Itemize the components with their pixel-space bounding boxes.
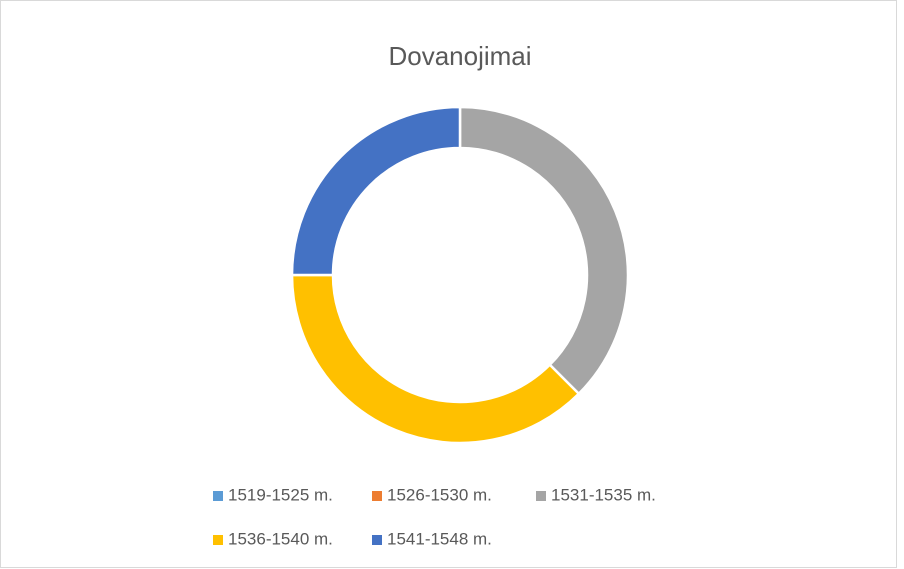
legend-label: 1531-1535 m. [551, 485, 656, 504]
legend-swatch [536, 491, 546, 501]
donut-slice [290, 105, 462, 277]
chart-title: Dovanojimai [388, 41, 531, 71]
legend-swatch [372, 491, 382, 501]
legend-label: 1541-1548 m. [387, 529, 492, 548]
legend-swatch [213, 491, 223, 501]
donut-slice [458, 105, 630, 396]
legend-swatch [213, 535, 223, 545]
legend-swatch [372, 535, 382, 545]
donut-slice [290, 273, 581, 445]
legend-label: 1519-1525 m. [228, 485, 333, 504]
legend-label: 1536-1540 m. [228, 529, 333, 548]
legend-label: 1526-1530 m. [387, 485, 492, 504]
